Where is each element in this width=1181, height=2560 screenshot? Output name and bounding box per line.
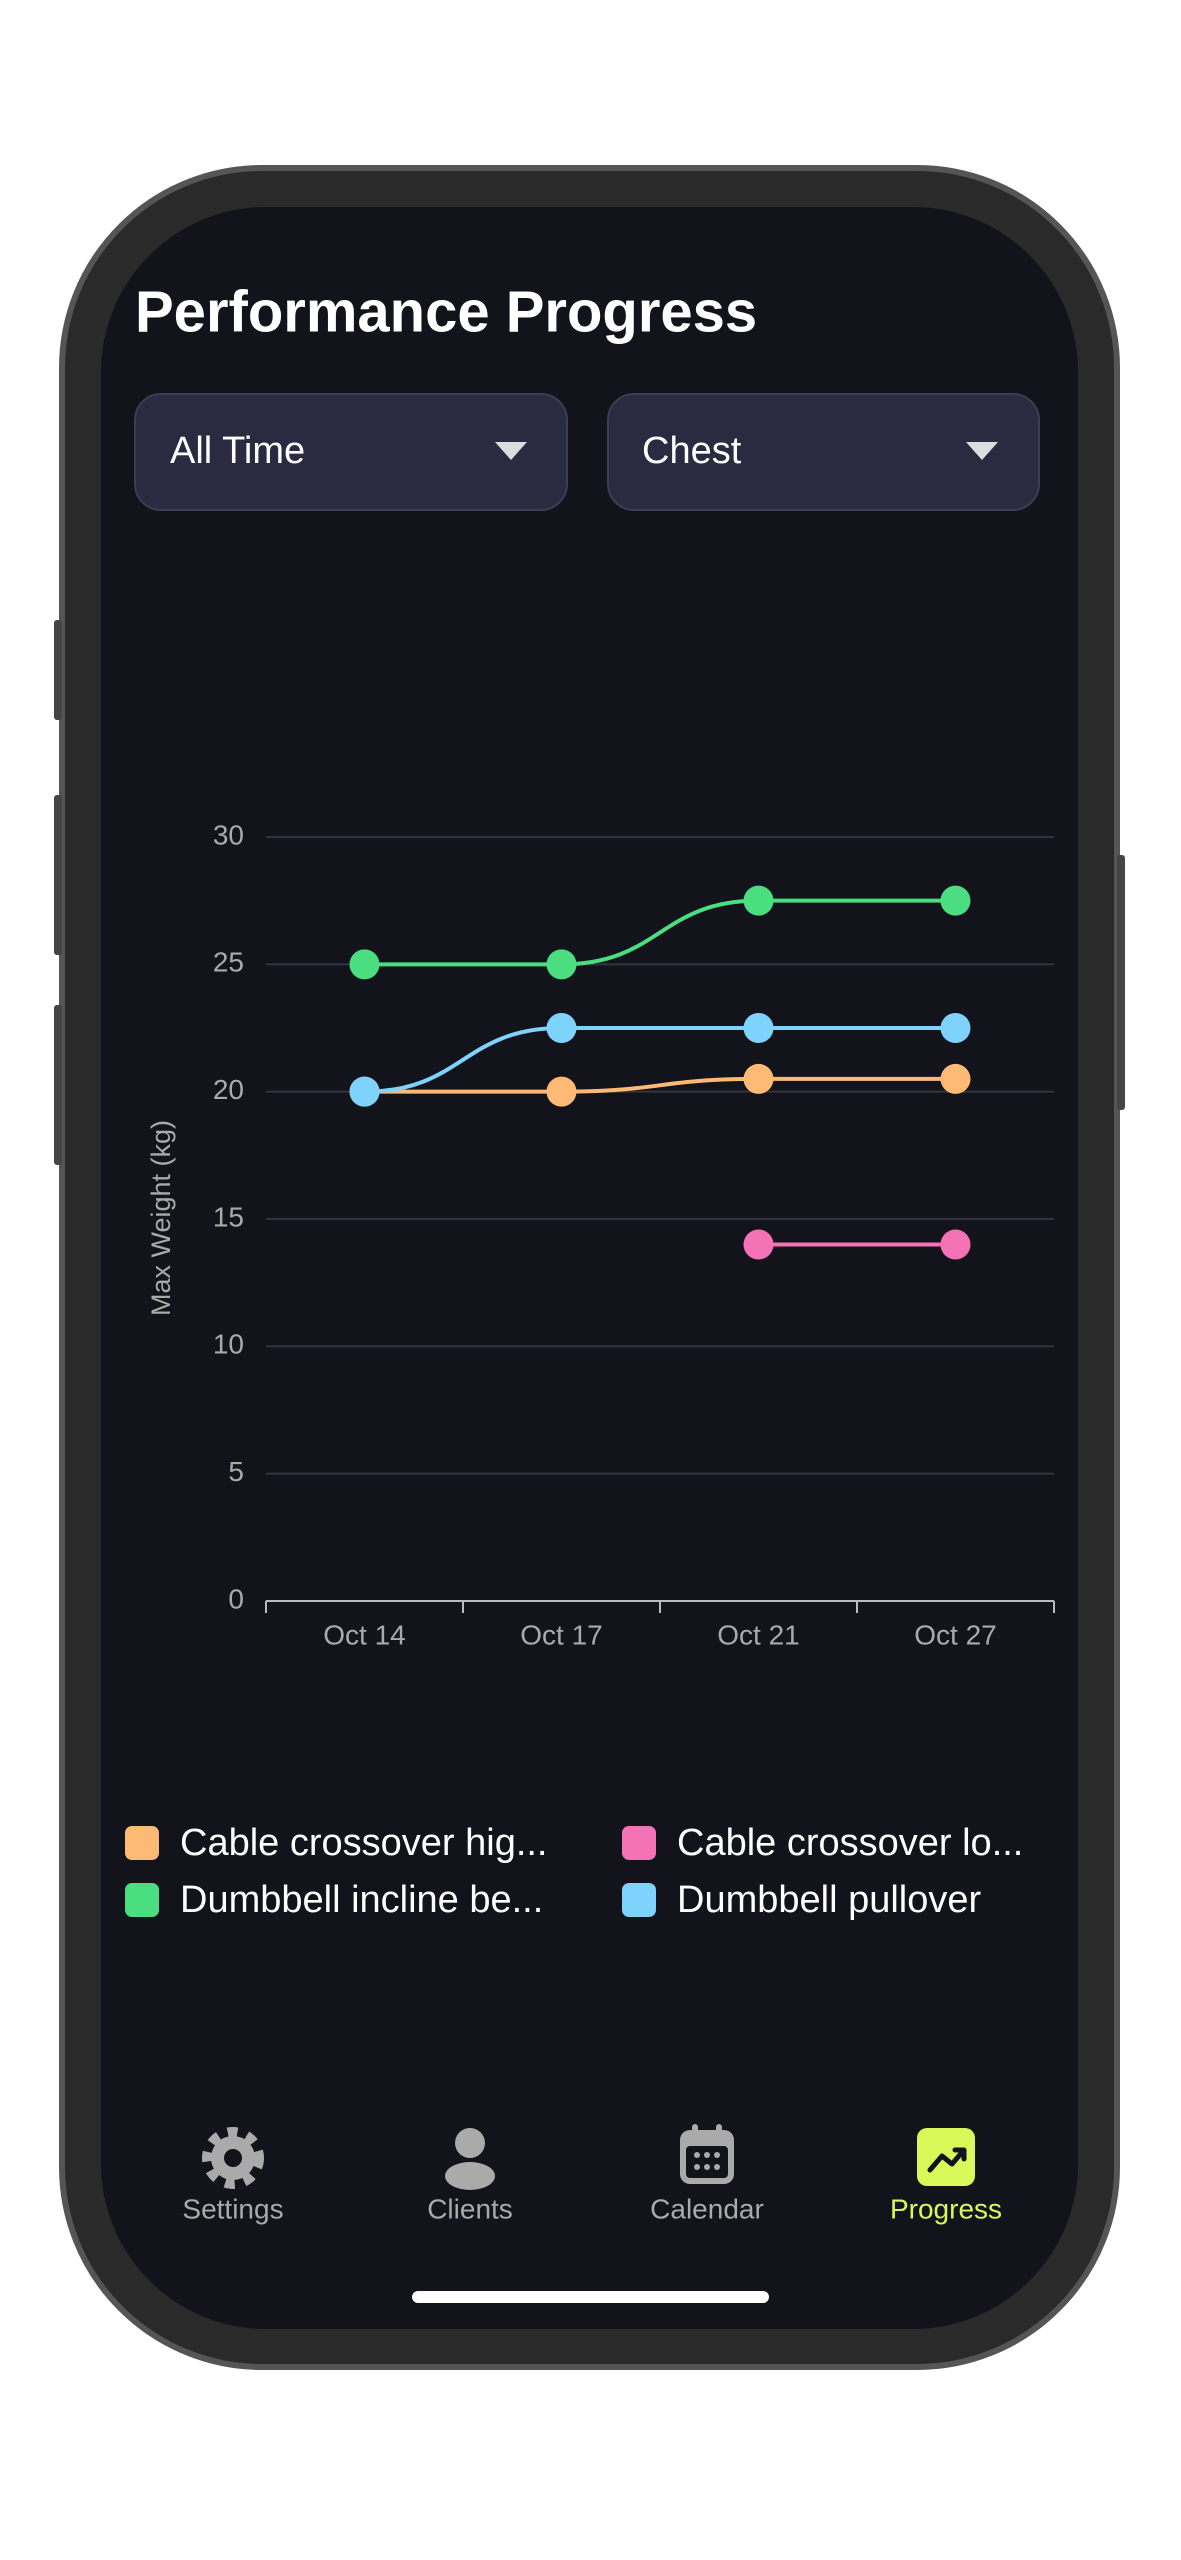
data-point bbox=[940, 1013, 971, 1043]
dropdown-arrow bbox=[495, 442, 527, 460]
series-line bbox=[364, 898, 956, 967]
x-tick-label: Oct 17 bbox=[520, 1619, 602, 1650]
settings-icon bbox=[202, 2127, 264, 2189]
nav-label: Progress bbox=[890, 2193, 1002, 2224]
legend-swatch bbox=[125, 1826, 159, 1860]
legend-label: Dumbbell incline be... bbox=[180, 1879, 543, 1921]
data-point bbox=[546, 1076, 577, 1107]
data-point bbox=[743, 885, 774, 916]
data-point bbox=[743, 1063, 774, 1094]
screen-bg bbox=[101, 207, 1078, 2329]
legend: Cable crossover hig... Cable crossover lo… bbox=[125, 1822, 1023, 1921]
legend-swatch bbox=[622, 1826, 656, 1860]
data-point bbox=[743, 1229, 774, 1260]
series-line bbox=[364, 1026, 956, 1094]
page-title: Performance Progress bbox=[135, 279, 757, 344]
nav-label: Settings bbox=[182, 2193, 283, 2224]
data-point bbox=[743, 1013, 774, 1043]
chart: Max Weight (kg) 0 5 10 15 20 25 30 Oct 14 Oct 17… bbox=[146, 819, 1055, 1650]
y-tick-label: 5 bbox=[228, 1456, 244, 1487]
x-tick-label: Oct 27 bbox=[914, 1619, 996, 1650]
nav-label: Clients bbox=[427, 2193, 513, 2224]
y-tick-label: 30 bbox=[213, 819, 244, 850]
data-point bbox=[546, 949, 577, 980]
y-tick-label: 25 bbox=[213, 947, 244, 978]
legend-label: Dumbbell pullover bbox=[677, 1879, 981, 1921]
clients-icon bbox=[445, 2128, 495, 2190]
time-dropdown[interactable] bbox=[134, 393, 568, 511]
data-point bbox=[349, 949, 380, 980]
calendar-icon bbox=[680, 2124, 734, 2184]
dropdown-arrow bbox=[966, 442, 998, 460]
side-button bbox=[54, 620, 62, 720]
muscle-dropdown[interactable] bbox=[607, 393, 1040, 511]
side-button bbox=[54, 1005, 62, 1165]
y-tick-label: 0 bbox=[228, 1583, 244, 1614]
data-point bbox=[940, 1063, 971, 1094]
y-tick-label: 20 bbox=[213, 1074, 244, 1105]
dropdown-label: All Time bbox=[170, 430, 305, 472]
x-tick-label: Oct 21 bbox=[717, 1619, 799, 1650]
data-point bbox=[940, 1229, 971, 1260]
data-point bbox=[940, 885, 971, 916]
legend-label: Cable crossover lo... bbox=[677, 1822, 1023, 1864]
nav-label: Calendar bbox=[650, 2193, 764, 2224]
side-button bbox=[54, 795, 62, 955]
x-tick-label: Oct 14 bbox=[323, 1619, 405, 1650]
y-tick-label: 10 bbox=[213, 1329, 244, 1360]
series-line bbox=[364, 1076, 956, 1094]
dropdown-label: Chest bbox=[642, 430, 742, 472]
legend-swatch bbox=[622, 1883, 656, 1917]
home-indicator bbox=[412, 2291, 769, 2303]
side-button bbox=[1117, 855, 1125, 1110]
bottom-nav: Settings Clients Calendar Progress bbox=[182, 2124, 1002, 2224]
y-axis-title: Max Weight (kg) bbox=[146, 1120, 176, 1316]
legend-swatch bbox=[125, 1883, 159, 1917]
y-tick-label: 15 bbox=[213, 1201, 244, 1232]
data-point bbox=[546, 1013, 577, 1043]
legend-label: Cable crossover hig... bbox=[180, 1822, 548, 1864]
data-point bbox=[349, 1076, 380, 1107]
progress-icon bbox=[917, 2128, 975, 2186]
